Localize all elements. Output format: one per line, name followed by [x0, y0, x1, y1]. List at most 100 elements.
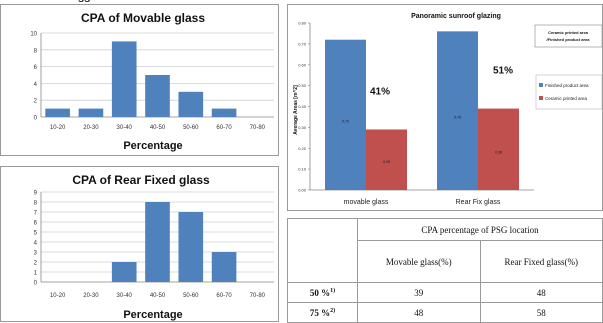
row-label-text: 50 % — [309, 287, 331, 298]
bar — [211, 108, 237, 117]
y-tick-label: 4 — [34, 241, 38, 247]
y-axis-title: Average Areas [m^2] — [293, 85, 299, 135]
y-tick-label: 7 — [34, 211, 38, 217]
table-cell: 58 — [479, 302, 603, 323]
row-label-marker: 2) — [330, 307, 336, 314]
top-text-fragment: ss — [78, 0, 90, 5]
table-title: CPA percentage of PSG location — [357, 218, 603, 241]
y-tick-label: 0 — [34, 116, 38, 122]
y-tick-label: 6 — [34, 65, 38, 71]
ratio-note-line: /Finished product area — [547, 37, 591, 42]
x-tick-label: 20-30 — [83, 125, 99, 131]
table-cell: 48 — [479, 282, 603, 303]
x-axis-title: Percentage — [123, 140, 182, 152]
bar-value-label: 0.39 — [495, 150, 502, 154]
table-row: 50 %1) 39 48 — [287, 282, 603, 303]
bar — [478, 108, 519, 190]
ratio-note-box — [534, 24, 602, 48]
bar-value-label: 0.76 — [454, 116, 461, 120]
bar — [111, 262, 137, 282]
rear-fixed-glass-chart-panel: CPA of Rear Fixed glass Percentage 0 1 2 3 4… — [0, 166, 279, 322]
y-tick-label: 0.00 — [298, 188, 307, 193]
y-tick-label: 9 — [34, 191, 38, 197]
y-tick-label: 2 — [34, 99, 38, 105]
chart-title: CPA of Rear Fixed glass — [72, 173, 210, 187]
bar — [325, 39, 366, 191]
y-tick-label: 10 — [30, 32, 37, 38]
x-axis-title: Percentage — [123, 309, 182, 321]
bar — [178, 91, 204, 117]
x-tick-label: 50-60 — [183, 125, 199, 131]
x-tick-label: 60-70 — [216, 293, 232, 299]
x-tick-label: 40-50 — [150, 293, 166, 299]
x-tick-label: 70-80 — [250, 125, 266, 131]
x-tick-label: Rear Fix glass — [456, 199, 501, 206]
y-tick-label: 0.80 — [298, 21, 307, 26]
y-tick-label: 2 — [34, 261, 38, 267]
x-tick-label: 30-40 — [117, 125, 133, 131]
x-tick-label: 10-20 — [50, 125, 66, 131]
bar — [211, 252, 237, 282]
table-corner-cell — [287, 218, 358, 283]
bar-value-label: 0.29 — [383, 160, 390, 164]
chart-title: Panoramic sunroof glazing — [411, 13, 501, 20]
y-tick-label: 0.10 — [298, 167, 307, 172]
bar-value-label: 0.72 — [342, 119, 349, 123]
chart-title: CPA of Movable glass — [81, 11, 205, 25]
legend-box — [535, 74, 602, 110]
bar — [366, 129, 407, 190]
y-tick-label: 0.70 — [298, 41, 307, 46]
row-label: 75 %2) — [287, 302, 358, 323]
table-cell: 48 — [357, 302, 481, 323]
x-tick-label: 10-20 — [50, 293, 66, 299]
bar — [145, 202, 170, 282]
movable-glass-histogram: CPA of Movable glass Percentage 0 2 4 6 8 10 1… — [30, 11, 274, 152]
y-tick-label: 0.60 — [298, 62, 307, 67]
bar — [178, 212, 204, 282]
ratio-callout: 41% — [370, 87, 390, 98]
y-tick-label: 0.20 — [298, 146, 307, 151]
bar — [45, 108, 70, 117]
row-label: 50 %1) — [287, 282, 358, 303]
y-tick-label: 4 — [34, 82, 38, 88]
x-tick-label: 60-70 — [216, 125, 232, 131]
legend-label: Ceramic printed area — [545, 96, 588, 101]
y-tick-label: 0.50 — [298, 83, 307, 88]
y-tick-label: 6 — [34, 221, 38, 227]
legend-swatch — [539, 96, 543, 100]
row-label-marker: 1) — [330, 287, 336, 294]
x-tick-label: 40-50 — [150, 125, 166, 131]
row-label-text: 75 % — [309, 307, 331, 318]
x-tick-label: movable glass — [344, 199, 389, 206]
bar — [145, 75, 170, 117]
panoramic-sunroof-chart-panel: Panoramic sunroof glazing Average Areas … — [287, 4, 603, 211]
x-tick-label: 70-80 — [250, 293, 266, 299]
x-tick-label: 30-40 — [117, 293, 133, 299]
x-tick-label: 20-30 — [83, 293, 99, 299]
column-header-rear-fixed: Rear Fixed glass(%) — [479, 240, 603, 283]
cpa-percentage-table: CPA percentage of PSG location Movable g… — [287, 218, 603, 323]
column-header-movable: Movable glass(%) — [357, 240, 481, 283]
rear-fixed-glass-histogram: CPA of Rear Fixed glass Percentage 0 1 2 3 4… — [34, 173, 274, 321]
movable-glass-chart-panel: CPA of Movable glass Percentage 0 2 4 6 8 10 1… — [0, 4, 279, 156]
cpa-percentage-table-panel: CPA percentage of PSG location Movable g… — [287, 218, 603, 323]
ratio-callout-box — [367, 83, 393, 99]
bar — [78, 108, 104, 117]
x-tick-label: 50-60 — [183, 293, 199, 299]
y-tick-label: 0.40 — [298, 104, 307, 109]
ratio-note-line: Ceramic printed area — [548, 30, 589, 35]
panoramic-sunroof-bar-chart: Panoramic sunroof glazing Average Areas … — [293, 13, 602, 206]
table-row: 75 %2) 48 58 — [287, 302, 603, 323]
legend-swatch — [539, 83, 543, 87]
table-cell: 39 — [357, 282, 481, 303]
legend-label: Finished product area — [545, 83, 589, 88]
ratio-callout-box — [490, 62, 516, 78]
y-tick-label: 0 — [34, 281, 38, 287]
y-tick-label: 5 — [34, 231, 38, 237]
y-tick-label: 8 — [34, 201, 38, 207]
bar — [437, 31, 478, 190]
y-tick-label: 8 — [34, 48, 38, 54]
y-tick-label: 3 — [34, 251, 38, 257]
y-tick-label: 1 — [34, 271, 38, 277]
ratio-callout: 51% — [493, 66, 513, 77]
